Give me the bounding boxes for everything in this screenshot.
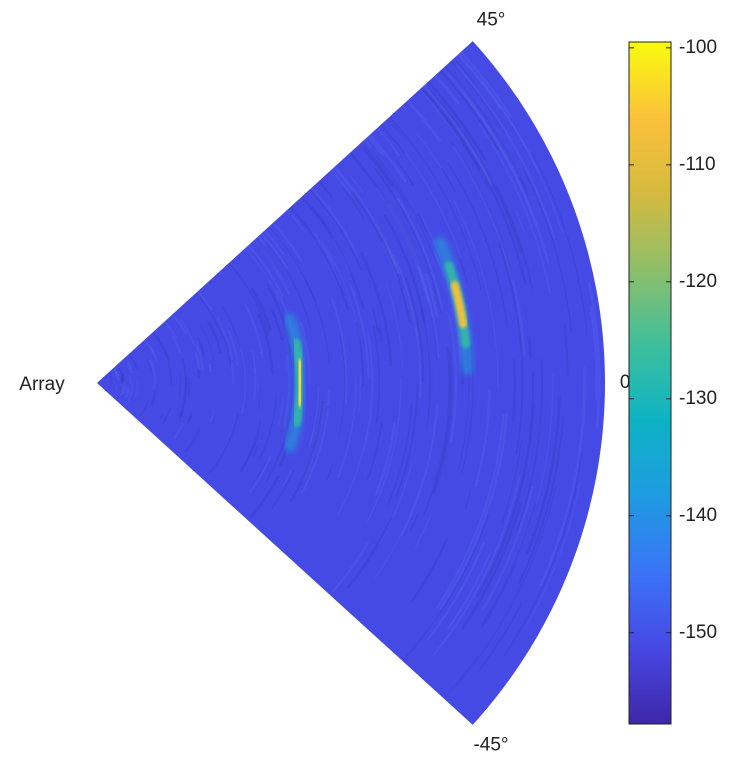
colorbar-tick-label: -100 [679, 37, 717, 58]
texture [529, 336, 531, 358]
colorbar-tick-label: -150 [679, 622, 717, 643]
texture [123, 374, 124, 376]
origin-label: Array [19, 374, 65, 395]
texture [104, 376, 105, 377]
theta-tick-label: -45° [473, 735, 508, 756]
texture [211, 279, 212, 280]
texture [130, 376, 131, 385]
texture [117, 369, 118, 371]
colorbar [629, 42, 671, 724]
texture [198, 368, 199, 378]
colorbar-tick-label: -110 [679, 154, 716, 175]
texture [122, 377, 123, 383]
texture [209, 364, 210, 373]
texture [117, 395, 118, 397]
colorbar-tick-label: -120 [679, 271, 717, 292]
texture [281, 215, 283, 217]
texture [328, 389, 329, 406]
target [299, 363, 300, 403]
texture [219, 272, 221, 275]
theta-tick-label: 45° [477, 9, 506, 30]
colorbar-tick-label: -130 [679, 388, 717, 409]
texture [126, 376, 127, 386]
texture [189, 378, 190, 396]
colorbar-tick-label: -140 [679, 505, 717, 526]
